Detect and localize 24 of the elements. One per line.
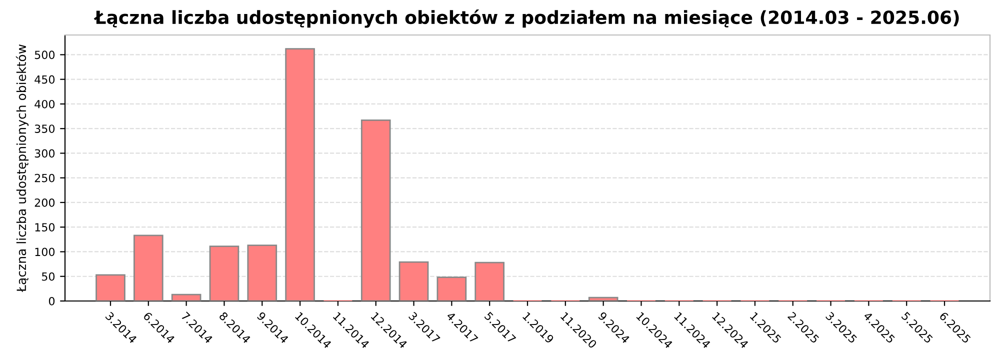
bar bbox=[171, 294, 202, 301]
bar bbox=[474, 262, 504, 301]
y-tick-label: 150 bbox=[35, 223, 55, 232]
y-axis-title: Łączna liczba udostępnionych obiektów bbox=[16, 44, 29, 292]
y-tick-label: 0 bbox=[48, 296, 55, 306]
bar bbox=[247, 244, 278, 301]
bar bbox=[588, 296, 618, 301]
y-tick-label: 400 bbox=[34, 100, 55, 108]
bar bbox=[360, 120, 391, 301]
bar bbox=[96, 274, 126, 301]
y-tick-label: 200 bbox=[34, 198, 55, 207]
y-tick-label: 450 bbox=[34, 75, 55, 84]
bar bbox=[398, 261, 429, 301]
bar bbox=[285, 48, 315, 301]
y-tick-label: 50 bbox=[42, 272, 55, 281]
bar bbox=[436, 276, 467, 301]
chart-title: Łączna liczba udostępnionych obiektów z podziałem na miesiące (2014.03 - 2025.06) bbox=[94, 9, 959, 28]
y-tick-label: 250 bbox=[34, 174, 55, 182]
y-tick-label: 300 bbox=[34, 149, 55, 158]
bar bbox=[133, 234, 164, 301]
y-tick-label: 350 bbox=[34, 124, 55, 133]
y-tick-label: 500 bbox=[34, 50, 55, 60]
y-tick-label: 100 bbox=[35, 248, 55, 256]
bar bbox=[209, 246, 240, 301]
